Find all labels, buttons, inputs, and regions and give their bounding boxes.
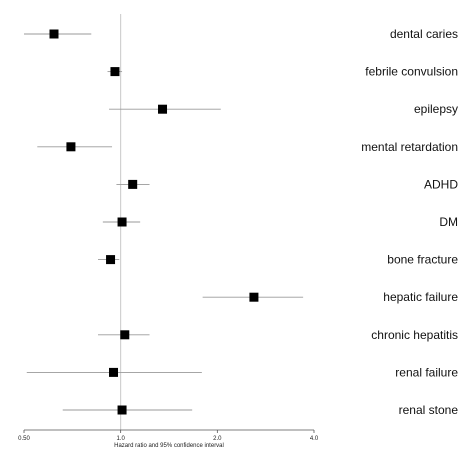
x-axis-title: Hazard ratio and 95% confidence interval	[114, 443, 224, 449]
row-label-renal-stone: renal stone	[399, 403, 459, 417]
hr-point-dm	[117, 217, 127, 227]
x-tick-label: 4.0	[310, 436, 319, 442]
row-label-febrile-convulsion: febrile convulsion	[365, 65, 458, 79]
hr-point-mental-retardation	[66, 142, 76, 152]
hr-point-renal-failure	[109, 367, 119, 377]
row-label-dm: DM	[439, 215, 458, 229]
x-tick-label: 0.50	[18, 436, 30, 442]
x-tick-label: 1.0	[116, 436, 125, 442]
hr-point-hepatic-failure	[249, 292, 259, 302]
hr-point-adhd	[128, 179, 138, 189]
row-label-renal-failure: renal failure	[395, 365, 458, 379]
hr-point-epilepsy	[158, 104, 168, 114]
row-label-adhd: ADHD	[424, 177, 458, 191]
x-tick-label: 2.0	[213, 436, 222, 442]
hr-point-dental-caries	[49, 29, 59, 39]
row-label-hepatic-failure: hepatic failure	[383, 290, 458, 304]
row-label-chronic-hepatitis: chronic hepatitis	[371, 328, 458, 342]
row-label-mental-retardation: mental retardation	[361, 140, 458, 154]
row-label-epilepsy: epilepsy	[414, 102, 458, 116]
hr-point-renal-stone	[117, 405, 127, 415]
row-label-dental-caries: dental caries	[390, 27, 458, 41]
hr-point-febrile-convulsion	[110, 67, 120, 77]
hr-point-chronic-hepatitis	[120, 330, 130, 340]
row-label-bone-fracture: bone fracture	[387, 253, 458, 267]
hr-point-bone-fracture	[106, 255, 116, 265]
